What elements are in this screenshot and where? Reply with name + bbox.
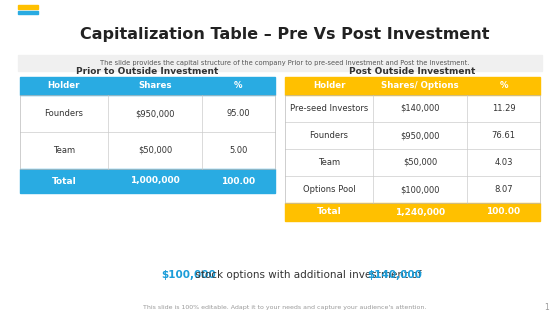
Text: $140,000: $140,000: [400, 104, 440, 113]
Text: 100.00: 100.00: [221, 176, 255, 186]
Text: Total: Total: [316, 208, 342, 216]
Text: $950,000: $950,000: [400, 131, 440, 140]
Bar: [20, 169, 275, 193]
Text: Capitalization Table – Pre Vs Post Investment: Capitalization Table – Pre Vs Post Inves…: [80, 27, 490, 42]
Text: $140,000: $140,000: [368, 270, 423, 280]
Bar: [18, 11, 38, 14]
Bar: [285, 95, 540, 203]
Text: 1,240,000: 1,240,000: [395, 208, 445, 216]
Text: Holder: Holder: [48, 82, 80, 90]
Text: This slide is 100% editable. Adapt it to your needs and capture your audience's : This slide is 100% editable. Adapt it to…: [143, 305, 427, 310]
Text: %: %: [234, 82, 242, 90]
Text: 95.00: 95.00: [227, 109, 250, 118]
Text: $100,000: $100,000: [161, 270, 216, 280]
Text: $50,000: $50,000: [403, 158, 437, 167]
Bar: [20, 77, 275, 95]
Text: Total: Total: [52, 176, 76, 186]
Text: $100,000: $100,000: [400, 185, 440, 194]
Bar: [18, 55, 542, 71]
Bar: [285, 203, 540, 221]
Text: Team: Team: [53, 146, 75, 155]
Text: 5.00: 5.00: [229, 146, 248, 155]
Bar: [285, 77, 540, 95]
Text: Post Outside Investment: Post Outside Investment: [349, 67, 475, 76]
Text: 1: 1: [545, 302, 549, 312]
Text: Team: Team: [318, 158, 340, 167]
Bar: [18, 5, 38, 9]
Text: Shares: Shares: [138, 82, 172, 90]
Text: 76.61: 76.61: [492, 131, 516, 140]
Text: 4.03: 4.03: [494, 158, 513, 167]
Text: Prior to Outside Investment: Prior to Outside Investment: [76, 67, 219, 76]
Text: Holder: Holder: [312, 82, 346, 90]
Text: 1,000,000: 1,000,000: [130, 176, 180, 186]
Text: Options Pool: Options Pool: [303, 185, 355, 194]
Bar: [20, 95, 275, 169]
Text: The slide provides the capital structure of the company Prior to pre-seed Invest: The slide provides the capital structure…: [100, 60, 470, 66]
Text: 100.00: 100.00: [487, 208, 521, 216]
Text: Founders: Founders: [44, 109, 83, 118]
Text: Founders: Founders: [310, 131, 348, 140]
Text: Shares/ Options: Shares/ Options: [381, 82, 459, 90]
Text: $950,000: $950,000: [136, 109, 175, 118]
Text: stock options with additional investment of: stock options with additional investment…: [192, 270, 425, 280]
Text: 11.29: 11.29: [492, 104, 515, 113]
Text: Pre-seed Investors: Pre-seed Investors: [290, 104, 368, 113]
Text: $50,000: $50,000: [138, 146, 172, 155]
Text: 8.07: 8.07: [494, 185, 513, 194]
Text: %: %: [500, 82, 508, 90]
